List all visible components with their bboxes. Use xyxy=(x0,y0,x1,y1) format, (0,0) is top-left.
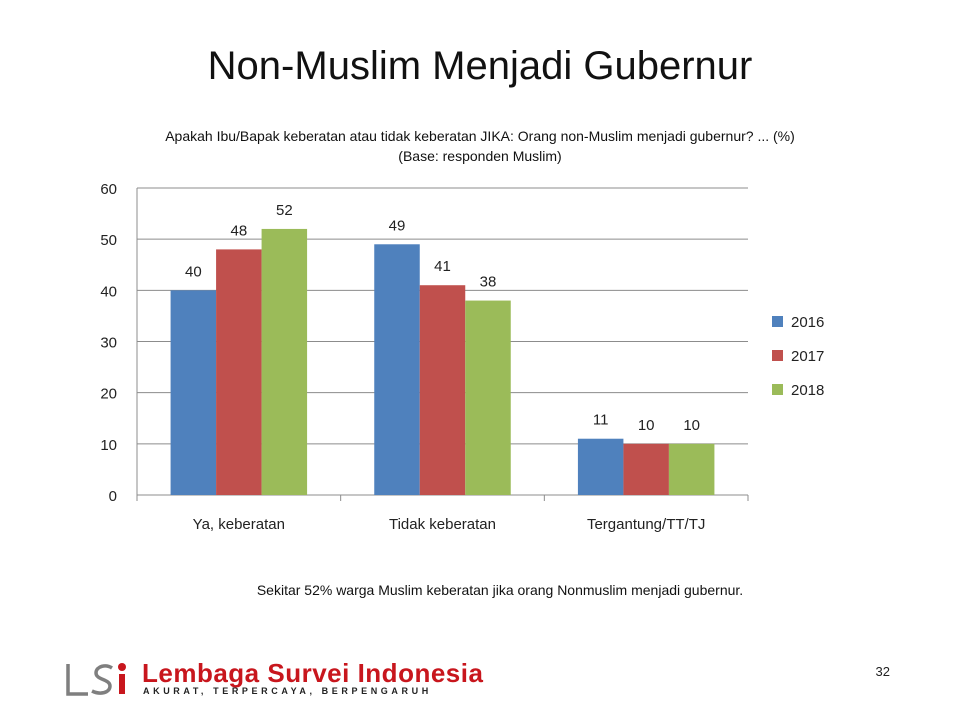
legend-label-2017: 2017 xyxy=(791,348,824,365)
bar-2017-1 xyxy=(216,249,262,495)
lsi-logo-name: Lembaga Survei Indonesia xyxy=(142,658,484,688)
x-category-label: Ya, keberatan xyxy=(193,516,285,533)
lsi-logo: Lembaga Survei Indonesia AKURAT, TERPERC… xyxy=(62,658,484,702)
bar-2016-2 xyxy=(374,244,420,495)
data-label: 49 xyxy=(389,217,406,234)
data-label: 48 xyxy=(230,222,247,239)
data-label: 38 xyxy=(480,274,497,291)
bar-2018-1 xyxy=(261,228,308,495)
chart-footnote: Sekitar 52% warga Muslim keberatan jika … xyxy=(256,582,744,598)
legend-swatch-2017 xyxy=(772,350,783,361)
bar-2016-1 xyxy=(170,290,217,495)
data-label: 40 xyxy=(185,263,202,280)
bar-2018-3 xyxy=(668,443,715,495)
chart-question-line-1: Apakah Ibu/Bapak keberatan atau tidak ke… xyxy=(165,128,795,144)
chart-question: Apakah Ibu/Bapak keberatan atau tidak ke… xyxy=(60,126,900,166)
data-label: 10 xyxy=(683,417,700,434)
data-label: 41 xyxy=(434,258,451,275)
legend-swatch-2016 xyxy=(772,316,783,327)
legend-swatch-2018 xyxy=(772,384,783,395)
data-label: 52 xyxy=(276,202,293,219)
y-tick-label: 60 xyxy=(100,181,117,198)
legend-label-2016: 2016 xyxy=(791,314,824,331)
lsi-logo-mark xyxy=(66,663,126,696)
bar-2016-3 xyxy=(577,438,624,495)
lsi-logo-tagline: AKURAT, TERPERCAYA, BERPENGARUH xyxy=(143,686,432,696)
bar-2017-3 xyxy=(623,443,669,495)
chart-question-line-2: (Base: responden Muslim) xyxy=(398,148,562,164)
page-number: 32 xyxy=(875,664,890,679)
y-tick-label: 0 xyxy=(109,488,117,505)
y-tick-label: 20 xyxy=(100,386,117,403)
slide-title: Non-Muslim Menjadi Gubernur xyxy=(207,44,753,88)
x-category-label: Tergantung/TT/TJ xyxy=(587,516,705,533)
bar-2018-2 xyxy=(465,300,511,495)
legend-label-2018: 2018 xyxy=(791,382,824,399)
data-label: 10 xyxy=(638,417,655,434)
y-tick-label: 30 xyxy=(100,335,117,352)
y-tick-label: 50 xyxy=(100,232,117,249)
y-tick-label: 10 xyxy=(100,437,117,454)
data-label: 11 xyxy=(593,412,609,429)
y-tick-label: 40 xyxy=(100,283,117,300)
x-category-label: Tidak keberatan xyxy=(389,516,496,533)
bar-2017-2 xyxy=(419,285,466,495)
